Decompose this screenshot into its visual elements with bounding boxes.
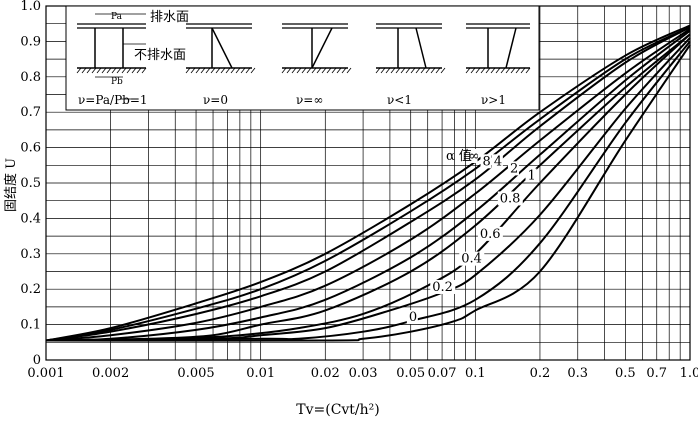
y-tick-label: 0.4 (20, 211, 41, 226)
series-line-8 (45, 26, 691, 342)
series-label-bg (459, 251, 485, 266)
series-label-0.8: 0.8 (500, 191, 521, 206)
x-tick-label: 0.002 (92, 366, 129, 381)
y-tick-label: 0.8 (20, 70, 41, 85)
legend-title: α 值 (446, 148, 472, 164)
inset-top-label: 排水面 (150, 10, 189, 25)
series-line-1 (45, 29, 691, 342)
series-label-∞: ∞ (469, 149, 480, 164)
series-label-bg (430, 279, 456, 294)
y-tick-label: 0.5 (20, 176, 41, 191)
series-line-4 (45, 26, 691, 342)
inset-case-2: ν=0 (203, 93, 228, 107)
inset-pb-label: Pb (111, 77, 123, 87)
series-line-2 (45, 28, 691, 342)
inset-bottom-label: 不排水面 (134, 48, 186, 63)
series-label-bg (507, 161, 519, 176)
inset-background (65, 5, 540, 111)
y-tick-label: 0.2 (20, 282, 41, 297)
inset-pa-label: Pa (111, 12, 123, 22)
drainage-inset: 排水面 不排水面 Pa Pb ν=Pa/Pb=1 ν=0 ν=∞ ν<1 ν>1 (65, 5, 540, 111)
y-axis-label: 固结度 U (3, 158, 19, 212)
series-labels: ∞ 8 4 2 1 0.8 0.6 0.4 0.2 0 (406, 148, 537, 325)
series-label-0.2: 0.2 (432, 280, 453, 295)
y-tick-label: 0.1 (20, 318, 41, 333)
x-tick-label: 0.5 (615, 366, 636, 381)
y-tick-label: 0.7 (20, 105, 41, 120)
x-tick-label: 0.2 (530, 366, 551, 381)
series-label-bg (466, 148, 478, 163)
curves (45, 24, 691, 342)
inset-drawings (76, 13, 531, 100)
x-tick-label: 0.07 (428, 366, 457, 381)
y-tick-label: 0.9 (20, 34, 41, 49)
series-label-0.4: 0.4 (461, 252, 482, 267)
inset-case-1: ν=Pa/Pb=1 (78, 93, 148, 107)
x-axis-label: Tv=(Cvt/h²) (296, 402, 380, 418)
x-tick-label: 0.005 (177, 366, 214, 381)
series-label-bg (491, 154, 503, 169)
x-tick-label: 0.03 (349, 366, 378, 381)
y-tick-label: 0.3 (20, 247, 41, 262)
y-tick-label: 1.0 (20, 0, 41, 14)
series-label-1: 1 (528, 168, 536, 183)
series-label-bg (480, 154, 492, 169)
series-line-∞ (45, 24, 691, 342)
x-tick-label: 0.3 (567, 366, 588, 381)
series-label-bg (406, 310, 418, 325)
inset-case-3: ν=∞ (296, 93, 323, 107)
x-tick-label: 1.0 (680, 366, 698, 381)
series-label-bg (525, 168, 537, 183)
series-label-bg (477, 226, 503, 241)
x-tick-label: 0.01 (246, 366, 275, 381)
series-label-8: 8 (483, 154, 491, 169)
x-tick-label: 0.001 (27, 366, 64, 381)
x-tick-label: 0.1 (465, 366, 486, 381)
inset-case-5: ν>1 (481, 93, 506, 107)
x-tick-label: 0.7 (646, 366, 667, 381)
series-label-2: 2 (510, 161, 518, 176)
series-label-0: 0 (409, 310, 417, 325)
inset-case-4: ν<1 (387, 93, 412, 107)
series-label-bg (497, 191, 523, 206)
x-tick-label: 0.05 (396, 366, 425, 381)
series-line-0 (45, 44, 691, 342)
series-label-0.6: 0.6 (480, 227, 501, 242)
x-tick-label: 0.02 (311, 366, 340, 381)
y-tick-label: 0.6 (20, 141, 41, 156)
tick-labels: 0.001 0.002 0.005 0.01 0.02 0.03 0.05 0.07 0.1 0.… (20, 0, 698, 381)
y-tick-label: 0 (33, 353, 41, 368)
series-label-4: 4 (494, 154, 502, 169)
